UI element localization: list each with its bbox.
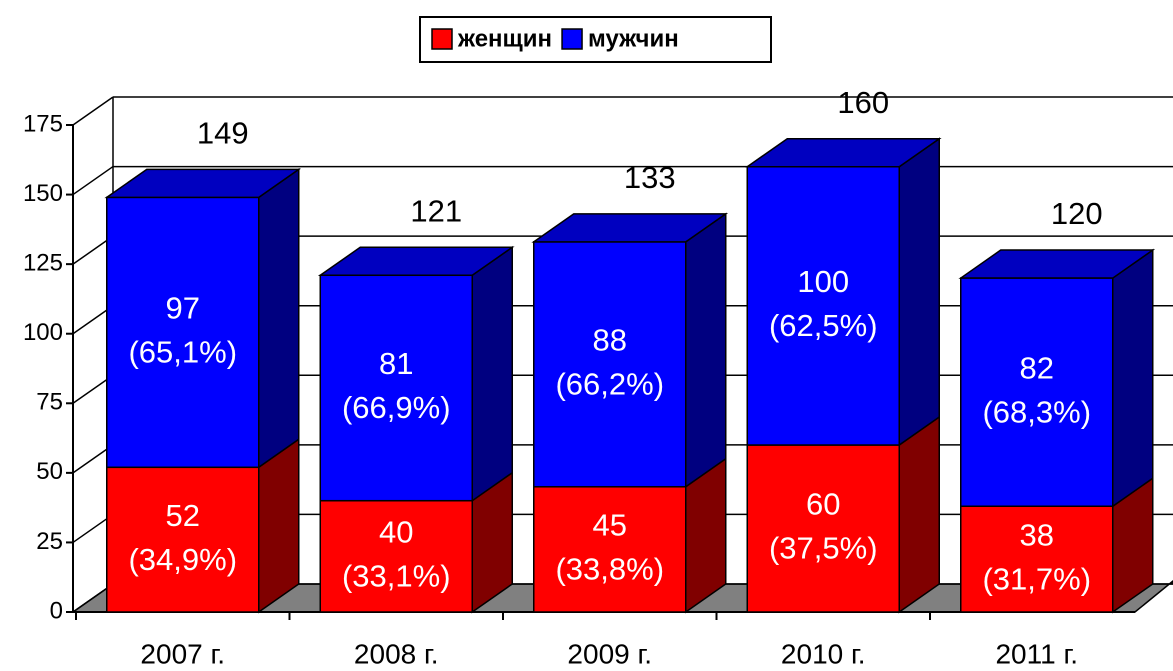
bar bbox=[319, 274, 473, 502]
bar-side bbox=[471, 245, 513, 503]
x-tick-label: 2009 г. bbox=[567, 638, 652, 669]
value-label: 45 bbox=[593, 508, 627, 543]
legend-label: мужчин bbox=[588, 25, 679, 52]
bar bbox=[319, 499, 473, 613]
legend-swatch bbox=[561, 28, 583, 50]
percent-label: (33,8%) bbox=[555, 552, 664, 587]
bar-side bbox=[258, 437, 300, 614]
percent-label: (62,5%) bbox=[769, 308, 878, 343]
percent-label: (66,2%) bbox=[555, 367, 664, 402]
bar-side bbox=[685, 212, 727, 489]
x-tick-label: 2010 г. bbox=[781, 638, 866, 669]
bar bbox=[106, 196, 260, 469]
bar-top bbox=[317, 246, 515, 277]
side-grid-line bbox=[72, 96, 114, 126]
x-tick-label: 2008 г. bbox=[354, 638, 439, 669]
x-tick-label: 2011 г. bbox=[995, 638, 1078, 669]
value-label: 38 bbox=[1020, 517, 1054, 552]
side-grid-line bbox=[72, 165, 114, 196]
percent-label: (65,1%) bbox=[128, 335, 237, 370]
bar-side bbox=[1112, 248, 1154, 508]
bar bbox=[746, 165, 900, 446]
bar-top bbox=[104, 168, 302, 199]
value-label: 40 bbox=[379, 515, 413, 550]
bar bbox=[960, 277, 1114, 508]
total-label: 149 bbox=[197, 116, 249, 151]
y-tick-label: 125 bbox=[23, 249, 63, 276]
bar-side bbox=[898, 137, 940, 447]
value-label: 100 bbox=[797, 264, 849, 299]
legend: женщин мужчин bbox=[419, 16, 772, 63]
y-tick-label: 100 bbox=[23, 319, 63, 346]
percent-label: (66,9%) bbox=[342, 390, 451, 425]
percent-label: (33,1%) bbox=[342, 559, 451, 594]
bar bbox=[960, 505, 1114, 613]
total-label: 160 bbox=[837, 85, 889, 120]
bar-side bbox=[258, 167, 300, 469]
legend-swatch bbox=[431, 28, 453, 50]
bar bbox=[746, 444, 900, 613]
y-tick-label: 50 bbox=[36, 458, 63, 485]
bar bbox=[533, 486, 687, 613]
value-label: 88 bbox=[593, 323, 627, 358]
value-label: 60 bbox=[806, 487, 840, 522]
y-tick-label: 150 bbox=[23, 180, 63, 207]
x-tick-label: 2007 г. bbox=[140, 638, 225, 669]
percent-label: (37,5%) bbox=[769, 531, 878, 566]
value-label: 97 bbox=[166, 291, 200, 326]
total-label: 133 bbox=[624, 160, 676, 195]
bar-top bbox=[744, 137, 942, 168]
bar bbox=[533, 241, 687, 488]
value-label: 82 bbox=[1020, 350, 1054, 385]
value-label: 81 bbox=[379, 346, 413, 381]
y-tick-label: 25 bbox=[36, 528, 63, 555]
legend-label: женщин bbox=[457, 25, 552, 52]
bar-top bbox=[531, 213, 729, 243]
y-tick-label: 75 bbox=[36, 389, 63, 416]
value-label: 52 bbox=[166, 498, 200, 533]
total-label: 120 bbox=[1051, 196, 1103, 231]
y-tick-label: 175 bbox=[23, 110, 63, 137]
percent-label: (31,7%) bbox=[982, 561, 1091, 596]
y-tick-label: 0 bbox=[50, 597, 63, 624]
percent-label: (34,9%) bbox=[128, 542, 237, 577]
total-label: 121 bbox=[410, 193, 462, 228]
bar bbox=[106, 466, 260, 613]
percent-label: (68,3%) bbox=[982, 394, 1091, 429]
bar-top bbox=[958, 249, 1156, 279]
bar-side bbox=[898, 415, 940, 614]
legend-box bbox=[419, 16, 772, 63]
